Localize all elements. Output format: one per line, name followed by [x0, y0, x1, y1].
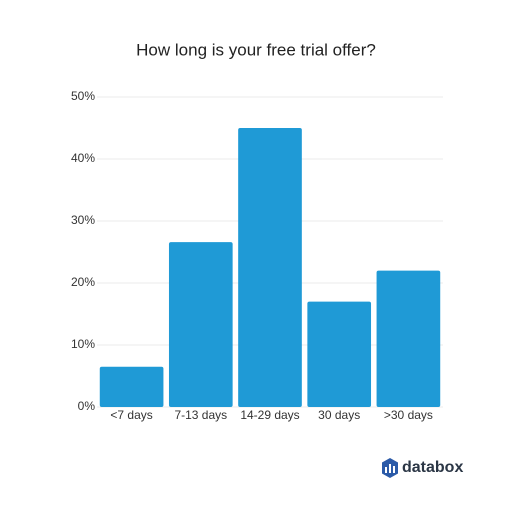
y-tick-label: 20%	[71, 275, 95, 289]
y-tick-label: 50%	[71, 89, 95, 103]
logo-icon-bar	[389, 464, 391, 473]
logo-icon-bar	[393, 466, 395, 473]
x-tick-label: <7 days	[110, 408, 152, 422]
y-tick-label: 40%	[71, 151, 95, 165]
y-tick-label: 10%	[71, 337, 95, 351]
y-tick-label: 30%	[71, 213, 95, 227]
x-tick-label: >30 days	[384, 408, 433, 422]
y-tick-label: 0%	[78, 399, 96, 413]
bar	[168, 242, 233, 407]
x-tick-label: 30 days	[318, 408, 360, 422]
logo: databox	[382, 458, 463, 478]
logo-text: databox	[402, 459, 463, 476]
bar	[307, 301, 372, 407]
logo-icon-bar	[385, 467, 387, 473]
chart-title: How long is your free trial offer?	[136, 40, 376, 59]
x-tick-label: 14-29 days	[240, 408, 299, 422]
bar	[376, 270, 441, 407]
x-tick-label: 7-13 days	[174, 408, 227, 422]
bar	[238, 128, 302, 407]
bar	[99, 366, 164, 407]
